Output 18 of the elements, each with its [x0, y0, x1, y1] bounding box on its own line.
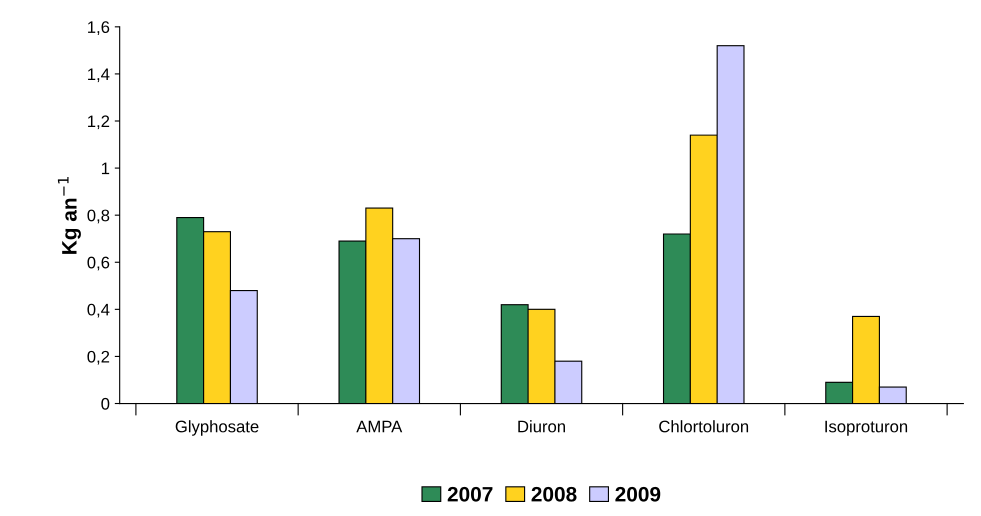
- x-tick-label: Glyphosate: [176, 420, 258, 436]
- y-tick-label: 0,2: [87, 350, 110, 365]
- y-tick-label: 1,4: [88, 68, 110, 82]
- legend-label: 2009: [615, 486, 660, 502]
- y-axis-title: Kg an$^{−1}$: [58, 177, 81, 254]
- legend-label: 2007: [448, 486, 492, 502]
- y-tick-label: 0: [101, 398, 110, 410]
- x-tick-label: Isoproturon: [825, 420, 908, 436]
- y-tick-label: 1: [102, 162, 110, 174]
- y-tick-label: 1,2: [88, 115, 110, 130]
- legend-label: 2008: [532, 486, 577, 502]
- x-tick-label: AMPA: [356, 420, 402, 432]
- x-tick-label: Diuron: [518, 420, 565, 432]
- y-tick-label: 0,6: [87, 256, 110, 270]
- y-tick-label: 0,4: [87, 304, 110, 318]
- y-tick-label: 1,6: [88, 21, 110, 36]
- y-tick-label: 0,8: [87, 210, 110, 224]
- x-tick-label: Chlortoluron: [659, 420, 748, 432]
